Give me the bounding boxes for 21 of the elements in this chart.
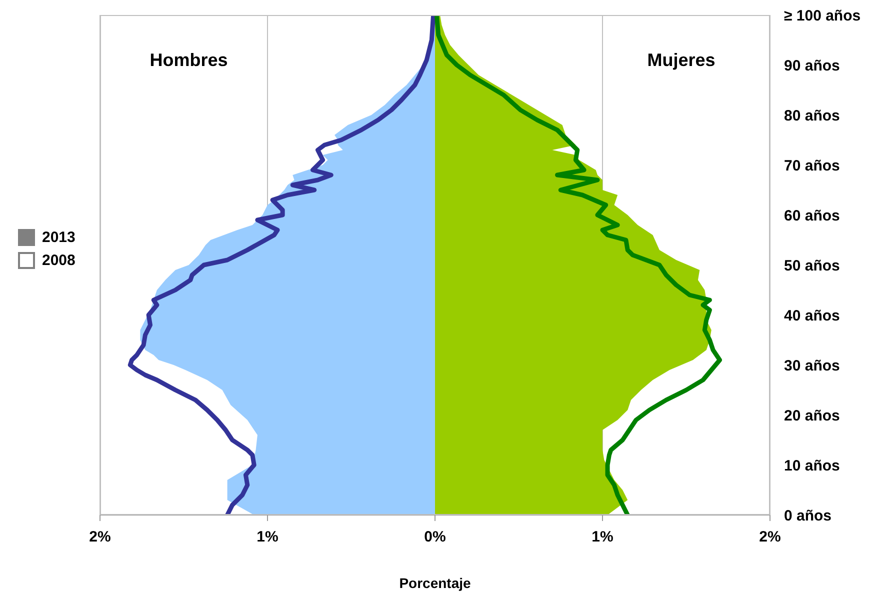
y-tick-label: 60 años [784,207,840,224]
y-tick-label: ≥ 100 años [784,7,861,24]
y-tick-label: 80 años [784,107,840,124]
x-tick-label: 1% [256,528,278,546]
text: 2013 [42,229,76,246]
y-tick-label: 20 años [784,407,840,424]
y-tick-label: 70 años [784,157,840,174]
y-tick-label: 40 años [784,307,840,324]
y-tick-label: 50 años [784,257,840,274]
y-tick-label: 30 años [784,357,840,374]
y-tick-label: 90 años [784,57,840,74]
y-tick-label: 10 años [784,457,840,474]
annotation: Mujeres [646,50,716,71]
text: 2008 [42,252,76,269]
annotation: Hombres [148,50,229,71]
x-tick-label: 0% [424,528,446,546]
y-tick-label: 0 años [784,507,832,524]
x-tick-label: 2% [89,528,111,546]
x-tick-label: 1% [592,528,614,546]
x-axis-title: Porcentaje [398,575,472,591]
x-tick-label: 2% [759,528,781,546]
